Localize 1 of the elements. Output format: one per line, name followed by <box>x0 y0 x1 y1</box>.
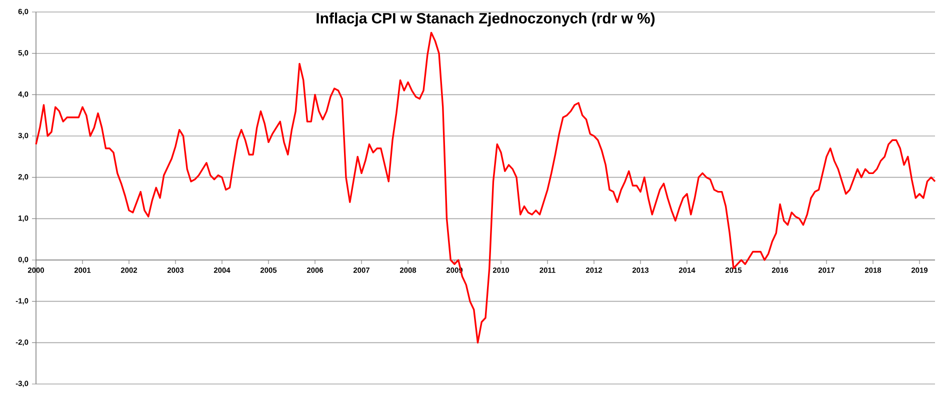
chart-title: Inflacja CPI w Stanach Zjednoczonych (rdr w %) <box>316 12 655 26</box>
